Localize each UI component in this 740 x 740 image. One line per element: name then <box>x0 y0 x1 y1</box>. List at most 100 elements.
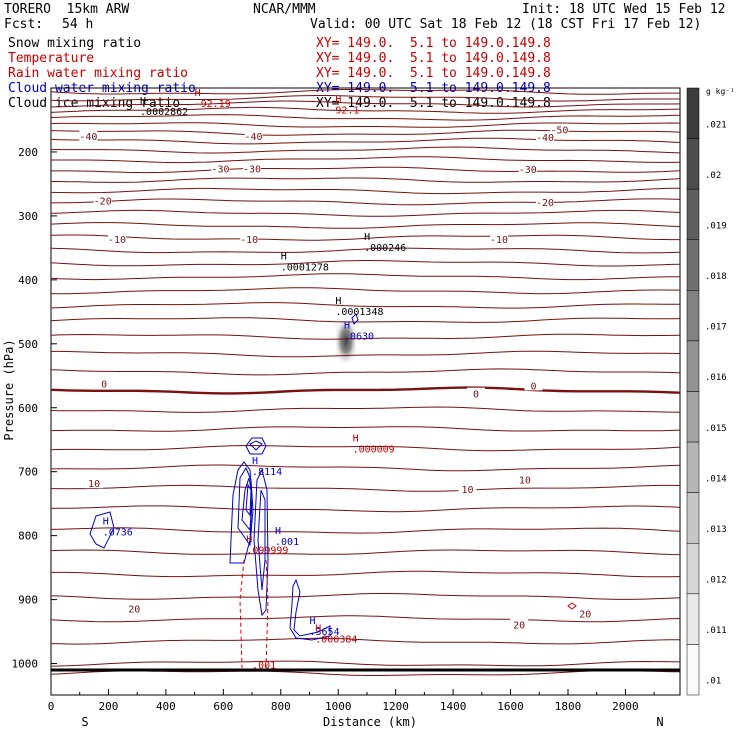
x-tick-label: 0 <box>48 700 55 713</box>
y-axis-label: Pressure (hPa) <box>2 339 16 440</box>
isotherm-line <box>50 368 681 376</box>
extrema-mark: H <box>335 296 341 307</box>
isotherm-line <box>50 660 681 667</box>
field-xy-rain: XY= 149.0. 5.1 to 149.0.149.8 <box>316 66 551 81</box>
extrema-mark: H <box>344 320 350 331</box>
extrema-value: .3654 <box>309 627 339 638</box>
isotherm-lines <box>50 89 681 676</box>
contour-label-bg <box>85 477 104 489</box>
isotherm-label: -40 <box>536 133 554 144</box>
x-tick-label: 2000 <box>612 700 639 713</box>
isotherm-label: 10 <box>88 479 100 490</box>
ice-mixing-ratio-shading <box>336 320 356 362</box>
isotherm-line <box>50 527 681 534</box>
isotherm-label: 20 <box>579 610 591 621</box>
header-center: NCAR/MMM <box>253 2 316 17</box>
colorbar-swatch <box>686 644 700 696</box>
rain-contour <box>239 559 245 669</box>
cloud-water-contour <box>237 466 254 547</box>
colorbar-label: .011 <box>705 626 727 636</box>
field-xy-snow: XY= 149.0. 5.1 to 149.0.149.8 <box>316 36 551 51</box>
isotherm-line <box>50 209 681 217</box>
extrema-value: .0001348 <box>335 307 383 318</box>
isotherm-line <box>50 234 680 241</box>
colorbar-swatch <box>686 391 700 443</box>
isotherm-label: 0 <box>101 379 107 390</box>
field-name-rain: Rain water mixing ratio <box>8 66 189 81</box>
isotherm-line <box>51 166 681 174</box>
isotherm-line <box>50 444 681 452</box>
extrema-value: .001 <box>275 537 299 548</box>
colorbar-swatch <box>686 340 700 392</box>
colorbar-label: .012 <box>705 576 727 586</box>
isotherm-line <box>50 198 681 206</box>
contour-label-bg <box>490 232 509 244</box>
y-tick-label: 900 <box>18 594 38 607</box>
isotherm-line <box>51 156 681 164</box>
header-fcst-value: 54 h <box>62 17 94 32</box>
contour-label-bg <box>518 163 537 175</box>
y-tick-label: 400 <box>18 274 38 287</box>
extrema-mark: H <box>246 535 252 546</box>
contour-label-bg <box>95 377 114 389</box>
x-tick-label: 1800 <box>555 700 582 713</box>
isotherm-line <box>50 222 681 229</box>
colorbar-swatch <box>686 87 700 139</box>
y-tick-label: 200 <box>18 146 38 159</box>
colorbar-swatch <box>686 138 700 190</box>
isotherm-label: -40 <box>79 132 97 143</box>
x-tick-label: 1600 <box>497 700 524 713</box>
extrema-value: .000246 <box>364 243 406 254</box>
cloud-water-contour <box>351 313 359 325</box>
colorbar-swatch <box>686 492 700 544</box>
header-fcst-label: Fcst: <box>4 17 44 32</box>
y-tick-label: 600 <box>18 402 38 415</box>
cloud-water-contour <box>229 461 253 564</box>
extrema-value: .001 <box>252 661 276 672</box>
extrema-value: .000384 <box>315 634 357 645</box>
contour-label-bg <box>243 162 262 174</box>
extrema-mark: H <box>315 623 321 634</box>
colorbar-swatch <box>686 290 700 342</box>
isotherm-line <box>50 287 680 295</box>
extrema-mark: H <box>252 456 258 467</box>
y-tick-label: 700 <box>18 466 38 479</box>
colorbar-swatch <box>686 188 700 241</box>
cloud-water-contour <box>245 483 252 517</box>
extrema-value: .000009 <box>353 445 395 456</box>
isotherm-label: -10 <box>490 235 508 246</box>
colorbar-label: .017 <box>705 323 727 333</box>
axes: 0 200 400 600 800 1000 1200 1400 1600 1800 2000200… <box>12 146 655 713</box>
isotherm-line <box>50 593 681 600</box>
isotherm-line <box>50 129 681 136</box>
isotherm-line <box>50 187 681 195</box>
cloud-water-contour <box>257 489 266 591</box>
isotherm-line <box>50 464 681 472</box>
isotherm-label: -30 <box>243 165 261 176</box>
colorbar-swatch <box>686 441 700 493</box>
isotherm-line <box>50 89 680 95</box>
colorbar-swatch <box>686 543 700 595</box>
isotherm-line <box>50 137 681 145</box>
cloud-water-contour <box>241 477 253 532</box>
cloud-water-contour <box>89 511 115 549</box>
rain-contour <box>265 559 269 669</box>
y-tick-label: 800 <box>18 530 38 543</box>
extrema-value: 92.1 <box>335 106 359 117</box>
colorbar-label: .016 <box>705 373 727 383</box>
isotherm-label: 0 <box>473 390 479 401</box>
isotherm-line <box>50 505 681 513</box>
contour-label-bg <box>211 162 230 174</box>
x-axis-label: Distance (km) <box>323 715 417 729</box>
extrema-mark: H <box>195 88 201 99</box>
extrema-mark: H <box>281 251 287 262</box>
cloud-water-contours <box>89 313 359 641</box>
x-tick-label: 1200 <box>382 700 409 713</box>
isotherm-line <box>50 317 681 323</box>
colorbar-label: .02 <box>705 171 721 181</box>
isotherm-line <box>51 570 681 578</box>
extrema-value: -92.19 <box>195 99 231 110</box>
colorbar-label: .013 <box>705 525 727 535</box>
contour-label-bg <box>515 473 534 485</box>
cloud-water-contour <box>245 437 267 455</box>
